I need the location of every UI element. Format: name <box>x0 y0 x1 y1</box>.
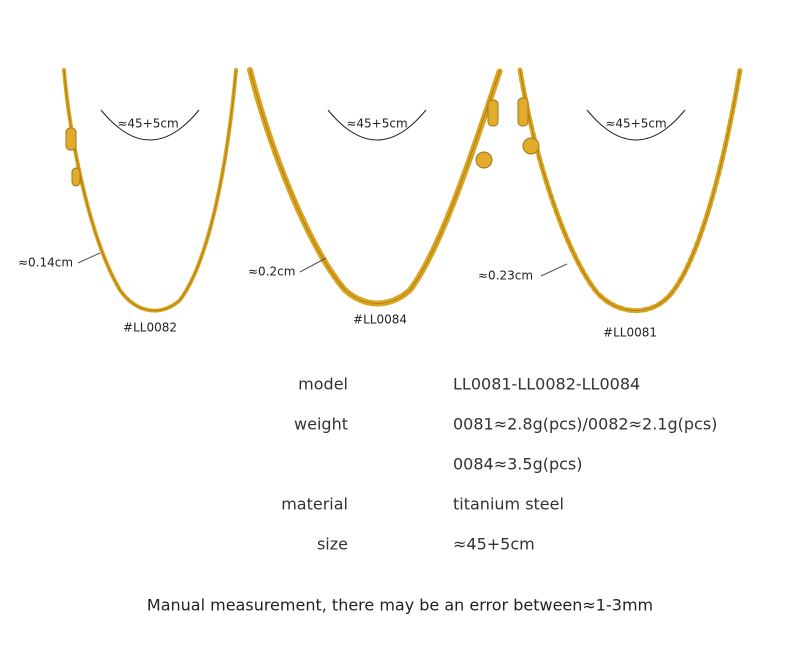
length-arc <box>100 109 200 141</box>
spec-value: titanium steel <box>453 495 564 514</box>
spec-value: 0084≈3.5g(pcs) <box>453 455 583 474</box>
link <box>71 167 81 187</box>
spec-label: model <box>298 375 348 394</box>
width-label: ≈0.14cm <box>18 256 73 270</box>
ring <box>522 137 540 155</box>
length-label: ≈45+5cm <box>117 117 178 131</box>
spec-table: model LL0081-LL0082-LL0084 weight 0081≈2.8g… <box>281 375 717 554</box>
length-arc <box>586 109 686 141</box>
spec-label: material <box>281 495 348 514</box>
length-label: ≈45+5cm <box>346 117 407 131</box>
clasp <box>517 97 529 127</box>
length-arc <box>327 109 427 141</box>
necklace-illustrations <box>62 67 743 313</box>
width-pointer <box>77 252 101 264</box>
product-code: #LL0081 <box>603 326 657 340</box>
spec-label: weight <box>294 415 348 434</box>
clasp <box>487 99 499 127</box>
clasp <box>65 127 77 151</box>
ring <box>475 151 493 169</box>
product-code: #LL0082 <box>123 321 177 335</box>
chain-edge <box>519 69 741 311</box>
spec-value: LL0081-LL0082-LL0084 <box>453 375 640 394</box>
width-label: ≈0.2cm <box>248 265 295 279</box>
product-code: #LL0084 <box>353 313 407 327</box>
width-pointer <box>299 257 327 273</box>
length-label: ≈45+5cm <box>605 117 666 131</box>
chain-edge <box>249 69 501 304</box>
width-pointer <box>540 263 568 277</box>
width-label: ≈0.23cm <box>478 269 533 283</box>
measurement-note: Manual measurement, there may be an erro… <box>147 596 653 615</box>
spec-value: ≈45+5cm <box>453 535 535 554</box>
spec-label: size <box>317 535 348 554</box>
spec-value: 0081≈2.8g(pcs)/0082≈2.1g(pcs) <box>453 415 717 434</box>
